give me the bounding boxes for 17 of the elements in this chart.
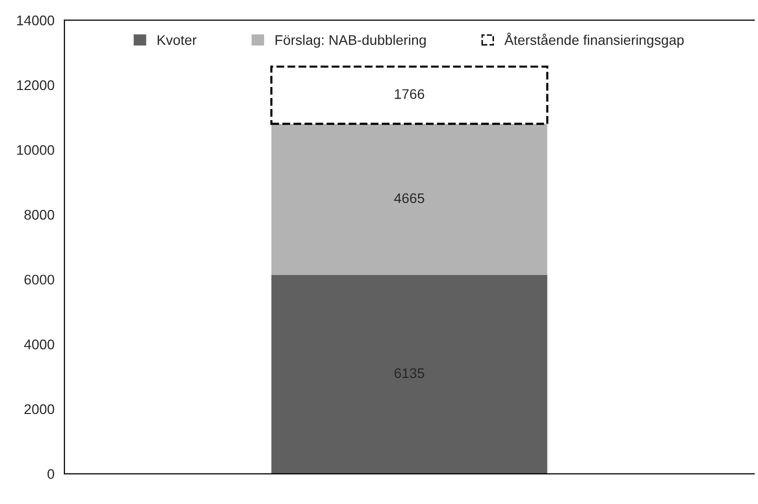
y-tick-label: 2000 [24,404,54,414]
data-label: 1766 [394,89,424,99]
data-label: 4665 [394,193,424,204]
data-label: 6135 [394,368,424,378]
legend-label: Förslag: NAB-dubblering [276,34,426,48]
y-tick-label: 6000 [24,274,54,285]
bar [271,124,548,275]
y-tick-label: 10000 [17,145,54,155]
y-tick-label: 12000 [17,80,54,90]
y-tick-label: 8000 [24,210,54,220]
y-tick-label: 14000 [17,15,54,26]
legend-label: Återstående finansieringsgap [504,32,684,48]
legend-label: Kvoter [158,35,197,45]
bar [271,274,548,474]
y-tick-label: 0 [48,469,54,479]
bar [270,66,548,125]
y-tick-label: 4000 [24,339,54,350]
